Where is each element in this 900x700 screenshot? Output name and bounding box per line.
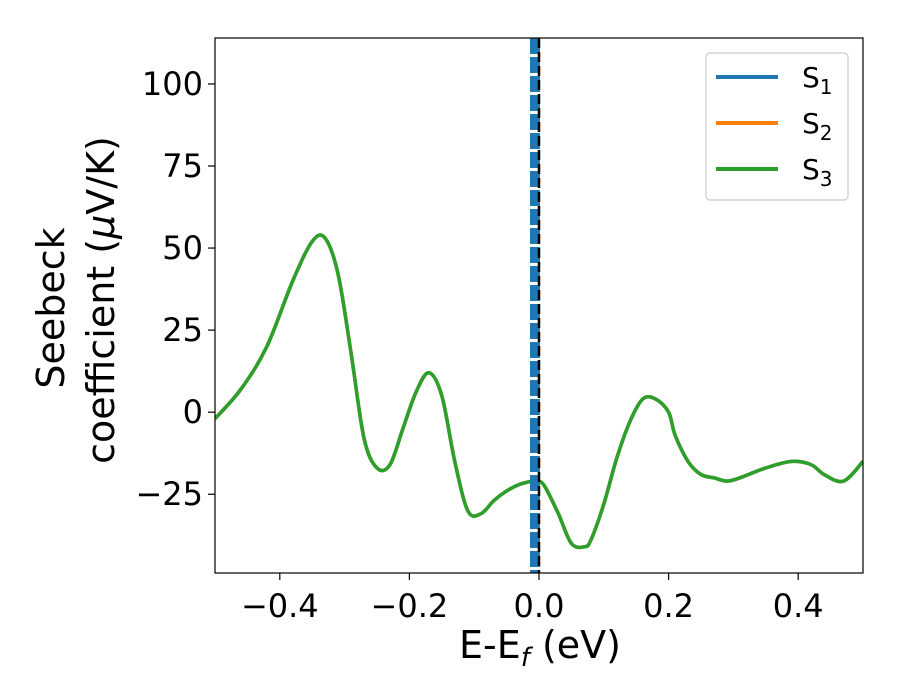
axes: −0.4 −0.2 0.0 0.2 0.4 −25 0 25 50 75 100 xyxy=(135,37,864,625)
x-tick-label: 0.2 xyxy=(643,587,694,625)
legend-label-s3: S3 xyxy=(802,153,833,191)
legend-label-s2: S2 xyxy=(802,107,833,145)
legend-label-s1: S1 xyxy=(802,61,833,99)
x-axis-label: E-Ef (eV) xyxy=(459,623,621,673)
y-tick-label: 0 xyxy=(183,393,203,431)
y-axis-label-line1: Seebeck xyxy=(29,227,73,388)
x-tick-label: −0.4 xyxy=(241,587,319,625)
legend: S1 S2 S3 xyxy=(705,52,849,201)
y-tick-label: 100 xyxy=(142,65,203,103)
y-tick-label: 50 xyxy=(162,229,203,267)
y-tick-label: 75 xyxy=(162,147,203,185)
x-tick-label: −0.2 xyxy=(371,587,449,625)
x-tick-label: 0.0 xyxy=(514,587,565,625)
plot-area xyxy=(215,38,863,573)
x-tick-label: 0.4 xyxy=(773,587,824,625)
y-tick-label: 25 xyxy=(162,311,203,349)
legend-box xyxy=(705,52,849,201)
y-axis-label-line2: coefficient (μV/K) xyxy=(79,136,123,464)
y-tick-label: −25 xyxy=(135,475,203,513)
